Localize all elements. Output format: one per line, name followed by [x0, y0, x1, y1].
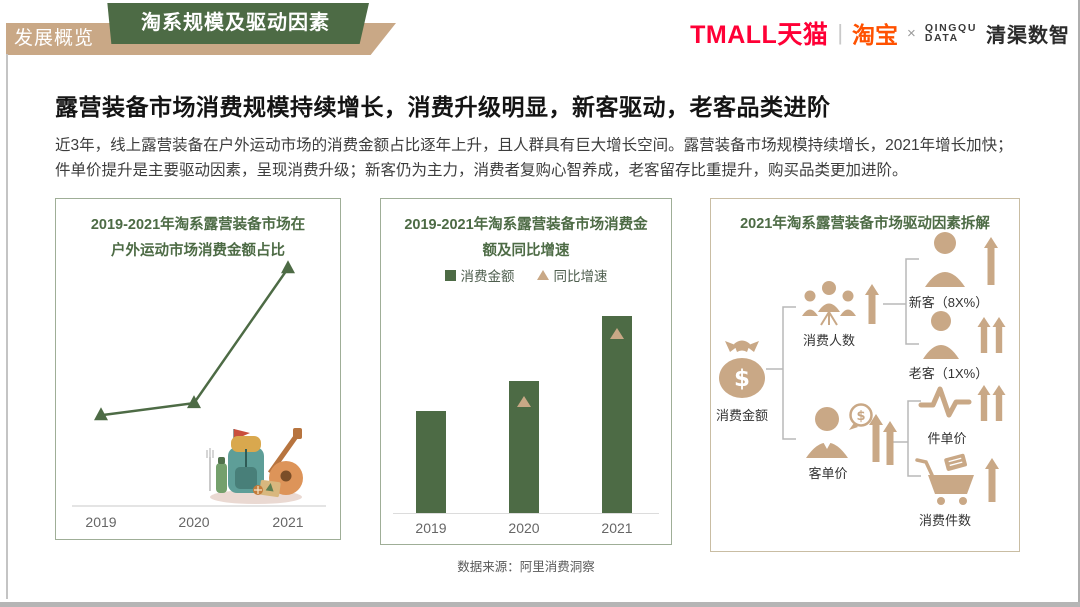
x-tick-left-2019: 2019 [85, 514, 117, 530]
node-label-buyers: 消费人数 [802, 333, 855, 348]
qingqu-data-line1: QINGQU [924, 22, 977, 34]
customer-price-icon: $ [806, 403, 873, 458]
up-arrow-icon-price-1 [869, 414, 883, 462]
x-tick-left-2020: 2020 [178, 514, 210, 530]
bar-chart-title-line1: 2019-2021年淘系露营装备市场消费金 [404, 217, 648, 233]
legend-triangle-swatch-icon [536, 270, 549, 280]
up-arrow-icon-item-price-1 [977, 385, 991, 421]
bar-chart-title: 2019-2021年淘系露营装备市场消费金 额及同比增速 [381, 212, 671, 264]
shopping-cart-icon [915, 453, 974, 505]
up-arrow-icon-old-2 [992, 317, 1006, 353]
connector-buyers-branches [883, 258, 919, 345]
legend-bar-swatch-icon [444, 269, 456, 281]
page-left-border [6, 54, 8, 599]
growth-marker-2020 [517, 396, 531, 407]
window-bottom-edge [0, 602, 1080, 607]
up-arrow-icon-items [985, 458, 999, 502]
svg-text:$: $ [856, 409, 865, 424]
connector-root-branches [766, 306, 796, 440]
legend-bar-label: 消费金额 [460, 269, 515, 284]
old-customer-person-icon [923, 311, 959, 359]
driver-diagram: $ [719, 232, 1006, 505]
growth-marker-2021 [610, 328, 624, 340]
up-arrow-icon-price-2 [883, 421, 897, 465]
bars-layer [381, 199, 673, 546]
logo-divider: | [837, 20, 844, 45]
section-badge: 淘系规模及驱动因素 [107, 3, 369, 44]
node-label-item-price: 件单价 [927, 431, 967, 446]
tmall-logo: TMALL天猫 [690, 21, 829, 49]
x-tick-mid-2019: 2019 [415, 520, 447, 536]
logo-cross-icon: × [907, 24, 916, 42]
pulse-icon [918, 386, 972, 418]
new-customer-person-icon [925, 232, 965, 287]
chart-legend: 消费金额 同比增速 [381, 265, 671, 285]
section-badge-label: 淘系规模及驱动因素 [141, 12, 330, 34]
bar-chart-panel: 2019-2021年淘系露营装备市场消费金 额及同比增速 消费金额 同比增速 2… [380, 198, 672, 545]
up-arrow-icon-new [984, 237, 998, 285]
line-marker-2019 [94, 407, 108, 421]
page-title: 露营装备市场消费规模持续增长，消费升级明显，新客驱动，老客品类进阶 [55, 94, 831, 120]
svg-text:$: $ [734, 366, 750, 392]
line-chart-title-line1: 2019-2021年淘系露营装备市场在 [90, 217, 306, 233]
connector-price-branches [893, 400, 921, 477]
node-label-root: 消费金额 [715, 408, 768, 423]
up-arrow-icon-item-price-2 [992, 385, 1006, 421]
line-chart-title-line2: 户外运动市场消费金额占比 [111, 243, 285, 260]
people-group-icon [802, 281, 856, 326]
legend-item-amount: 消费金额 [444, 265, 515, 285]
qingqu-data-logo: QINGQU DATA [924, 22, 977, 44]
bar-2021 [602, 316, 632, 513]
camping-gear-illustration [206, 428, 303, 504]
intro-paragraph: 近3年，线上露营装备在户外运动市场的消费金额占比逐年上升，且人群具有巨大增长空间… [55, 134, 1050, 184]
money-bag-icon: $ [719, 340, 765, 398]
line-chart-title: 2019-2021年淘系露营装备市场在 户外运动市场消费金额占比 [56, 212, 340, 264]
node-label-new-customers: 新客（8X%） [908, 295, 989, 310]
qingqu-cn-logo: 清渠数智 [986, 24, 1070, 47]
driver-diagram-panel: 2021年淘系露营装备市场驱动因素拆解 $ [710, 198, 1020, 552]
x-tick-mid-2020: 2020 [508, 520, 540, 536]
legend-item-growth: 同比增速 [536, 265, 608, 285]
brand-logos: TMALL天猫 | 淘宝 × QINGQU DATA 清渠数智 [690, 14, 1070, 52]
trend-line [100, 267, 290, 417]
intro-line-1: 近3年，线上露营装备在户外运动市场的消费金额占比逐年上升，且人群具有巨大增长空间… [55, 137, 1013, 154]
x-tick-left-2021: 2021 [272, 514, 304, 530]
qingqu-data-line2: DATA [924, 32, 959, 44]
node-label-old-customers: 老客（1X%） [908, 366, 989, 381]
x-axis-line [393, 513, 659, 514]
line-chart-panel: 2019-2021年淘系露营装备市场在 户外运动市场消费金额占比 [55, 198, 341, 540]
data-source: 数据来源：阿里消费洞察 [457, 560, 595, 574]
breadcrumb: 发展概览 [14, 28, 95, 49]
bar-chart-title-line2: 额及同比增速 [482, 243, 570, 260]
driver-diagram-title: 2021年淘系露营装备市场驱动因素拆解 [740, 216, 990, 232]
bar-2019 [416, 410, 446, 513]
node-label-customer-price: 客单价 [808, 466, 848, 481]
legend-growth-label: 同比增速 [553, 269, 608, 284]
x-tick-mid-2021: 2021 [601, 520, 633, 536]
up-arrow-icon-old-1 [977, 317, 991, 353]
page-right-border [1078, 0, 1080, 602]
up-arrow-icon-buyers [865, 284, 879, 324]
taobao-logo: 淘宝 [852, 22, 899, 48]
intro-line-2: 件单价提升是主要驱动因素，呈现消费升级；新客仍为主力，消费者复购心智养成，老客留… [55, 161, 908, 179]
line-marker-2020 [187, 395, 201, 409]
node-label-item-count: 消费件数 [918, 513, 971, 528]
